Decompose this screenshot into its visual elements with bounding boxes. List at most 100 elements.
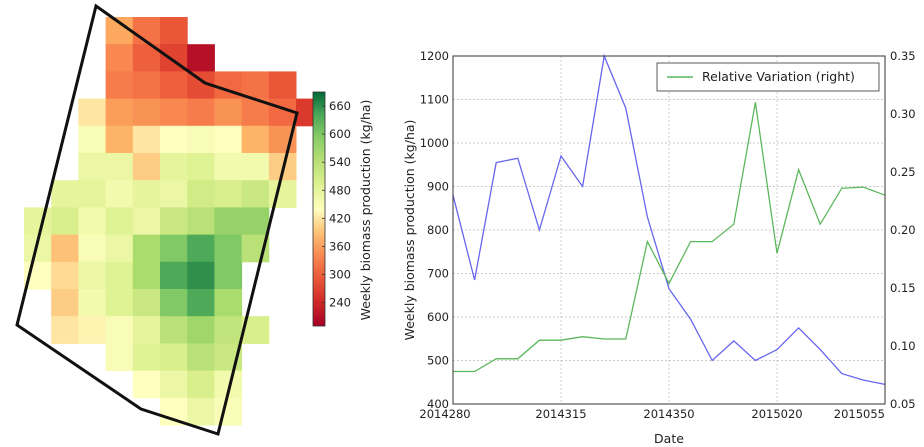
heatmap-cell xyxy=(241,207,270,236)
heatmap-cell xyxy=(160,316,188,344)
heatmap-cell xyxy=(187,370,215,399)
heatmap-cell xyxy=(105,125,134,154)
heatmap-cell xyxy=(105,153,134,181)
heatmap-cell xyxy=(132,180,161,208)
heatmap-cell xyxy=(268,180,297,208)
heatmap-cell xyxy=(160,261,188,290)
heatmap-cell xyxy=(160,234,188,263)
heatmap-cell xyxy=(187,289,215,317)
series-line-biomass xyxy=(452,53,886,386)
heatmap-cell xyxy=(160,125,188,154)
y-left-tick-label: 700 xyxy=(427,267,449,281)
legend: Relative Variation (right) xyxy=(656,62,880,92)
x-tick-label: 2015020 xyxy=(751,407,802,421)
heatmap-cell xyxy=(214,125,243,154)
colorbar-tick-label: 600 xyxy=(329,127,351,141)
heatmap-cell xyxy=(187,98,215,127)
heatmap-cell xyxy=(105,289,134,317)
heatmap-cell xyxy=(187,261,215,290)
colorbar: 240 300 360 420 480 540 600 660 Weekly biomass … xyxy=(312,91,373,327)
heatmap-cell xyxy=(214,234,243,263)
colorbar-tick-label: 300 xyxy=(329,268,351,282)
heatmap-cell xyxy=(160,153,188,181)
heatmap-cell xyxy=(24,207,52,236)
heatmap-cell xyxy=(241,125,270,154)
heatmap-cell xyxy=(214,98,243,127)
heatmap-cell xyxy=(78,289,107,317)
heatmap-cell xyxy=(78,261,107,290)
colorbar-tick-label: 540 xyxy=(329,155,351,169)
y-right-tick-label: 0.15 xyxy=(890,281,916,295)
heatmap-cell xyxy=(160,207,188,236)
x-tick-label: 2014315 xyxy=(535,407,586,421)
heatmap-cell xyxy=(268,71,297,100)
heatmap-cell xyxy=(105,207,134,236)
heatmap-cell xyxy=(214,289,243,317)
heatmap-cell xyxy=(51,207,79,236)
heatmap-cell xyxy=(78,207,107,236)
heatmap-cell xyxy=(132,207,161,236)
x-tick-label: 2015055 xyxy=(834,407,885,421)
heatmap-cell xyxy=(160,17,188,45)
heatmap-cell xyxy=(78,98,107,127)
field-boundary-outline xyxy=(15,3,299,436)
y-axis-label: Weekly biomass production (kg/ha) xyxy=(402,120,417,341)
heatmap-cell xyxy=(105,316,134,344)
heatmap-cell xyxy=(214,397,243,426)
y-left-tick-label: 800 xyxy=(427,223,449,237)
x-tick-label: 2014350 xyxy=(643,407,694,421)
heatmap-cell xyxy=(132,261,161,290)
heatmap-cell xyxy=(160,71,188,100)
y-right-tick-label: 0.30 xyxy=(890,107,916,121)
heatmap-cell xyxy=(51,234,79,263)
y-left-tick-label: 1000 xyxy=(420,136,449,150)
heatmap-cell xyxy=(187,316,215,344)
x-tick-label: 2014280 xyxy=(419,407,470,421)
colorbar-tick-label: 420 xyxy=(329,211,351,225)
y-left-tick-label: 900 xyxy=(427,180,449,194)
legend-label: Relative Variation (right) xyxy=(702,69,855,84)
y-left-tick-label: 400 xyxy=(427,397,449,411)
heatmap-cell xyxy=(105,71,134,100)
heatmap-cell xyxy=(187,343,215,372)
heatmap-cell xyxy=(187,234,215,263)
heatmap-cell xyxy=(132,234,161,263)
heatmap-cell xyxy=(187,207,215,236)
heatmap-cell xyxy=(105,343,134,372)
heatmap-cell xyxy=(105,261,134,290)
heatmap-cell xyxy=(160,370,188,399)
heatmap-cell xyxy=(78,125,107,154)
heatmap-cell xyxy=(132,289,161,317)
colorbar-ticks: 240 300 360 420 480 540 600 660 xyxy=(322,99,351,310)
y-left-tick-label: 600 xyxy=(427,310,449,324)
series-lines xyxy=(452,53,886,386)
colorbar-tick-label: 660 xyxy=(329,99,351,113)
y-axis-right-ticks: 0.05 0.10 0.15 0.20 0.25 0.30 0.35 xyxy=(890,49,916,411)
heatmap-cell xyxy=(187,44,215,72)
heatmap-cell xyxy=(132,71,161,100)
heatmap-cell xyxy=(132,98,161,127)
heatmap-cell xyxy=(214,261,243,290)
heatmap-cell xyxy=(160,343,188,372)
series-line-relative-variation xyxy=(453,102,886,373)
heatmap-cell xyxy=(51,261,79,290)
heatmap-cell xyxy=(214,153,243,181)
heatmap-cell xyxy=(132,316,161,344)
heatmap-cell xyxy=(105,234,134,263)
heatmap-cell xyxy=(105,44,134,72)
y-left-tick-label: 500 xyxy=(427,354,449,368)
heatmap-cell xyxy=(241,71,270,100)
heatmap-cell xyxy=(105,98,134,127)
heatmap-cell xyxy=(51,289,79,317)
heatmap-cell xyxy=(132,343,161,372)
heatmap-cell xyxy=(187,125,215,154)
y-right-tick-label: 0.25 xyxy=(890,165,916,179)
biomass-heatmap xyxy=(24,17,324,426)
x-axis-ticks: 2014280 2014315 2014350 2015020 2015055 xyxy=(419,407,885,421)
heatmap-cell xyxy=(78,234,107,263)
heatmap-cell xyxy=(78,316,107,344)
heatmap-cell xyxy=(160,98,188,127)
heatmap-cell xyxy=(214,180,243,208)
y-right-tick-label: 0.05 xyxy=(890,397,916,411)
